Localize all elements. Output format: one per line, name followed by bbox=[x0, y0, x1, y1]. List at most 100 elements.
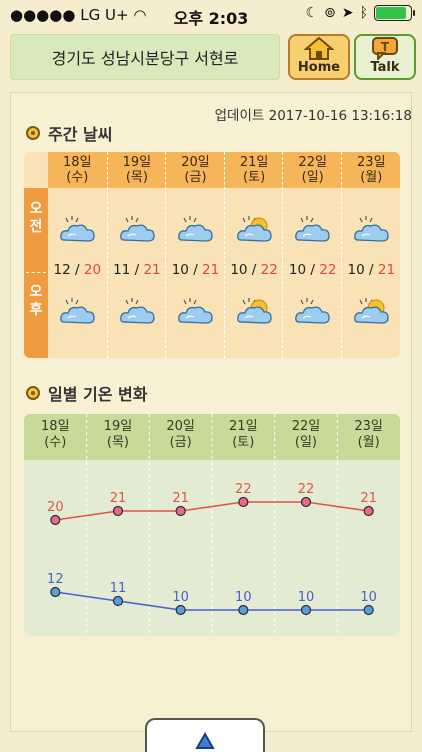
weekly-day-column: 22일 (일) 10 / 22 bbox=[282, 152, 341, 358]
data-label: 10 bbox=[235, 590, 252, 605]
home-button[interactable]: Home bbox=[288, 34, 350, 80]
data-point bbox=[50, 514, 61, 526]
temp-range: 11 / 21 bbox=[113, 262, 161, 278]
am-weather bbox=[176, 214, 216, 248]
temperature-chart-plot: 20 21 21 22 22 21 12 11 10 10 10 10 bbox=[47, 414, 377, 636]
chart-day-label: 23일 (월) bbox=[337, 419, 400, 451]
talk-bubble-icon: T bbox=[372, 37, 398, 60]
chart-day-label: 22일 (일) bbox=[275, 419, 338, 451]
cloudy-icon bbox=[60, 216, 95, 242]
weekly-day-label: 21일 (토) bbox=[225, 155, 284, 185]
data-point bbox=[300, 496, 312, 508]
chart-day-label: 18일 (수) bbox=[24, 419, 87, 451]
pm-weather bbox=[58, 296, 98, 330]
weekly-day-label: 22일 (일) bbox=[283, 155, 342, 185]
location-icon: ➤ bbox=[341, 5, 354, 21]
temp-range: 10 / 21 bbox=[171, 262, 220, 278]
pm-weather bbox=[352, 296, 392, 330]
chart-day-weekday: (금) bbox=[169, 435, 192, 450]
series-line bbox=[55, 591, 369, 611]
cloudy-icon bbox=[178, 216, 213, 242]
chart-day-date: 18일 bbox=[41, 419, 70, 434]
day-date: 22일 bbox=[298, 155, 327, 170]
weekly-day-column: 23일 (월) 10 / 21 bbox=[341, 152, 400, 358]
svg-text:T: T bbox=[381, 40, 390, 54]
am-weather bbox=[58, 214, 98, 248]
carrier-name: LG U+ bbox=[80, 6, 129, 24]
weekly-day-column: 18일 (수) 12 / 20 bbox=[48, 152, 107, 358]
data-label: 10 bbox=[298, 590, 315, 605]
data-point bbox=[300, 604, 312, 616]
chart-day-weekday: (월) bbox=[357, 435, 380, 450]
cloudy-icon bbox=[295, 216, 331, 242]
weekly-day-label: 23일 (월) bbox=[342, 155, 400, 185]
bullet-icon bbox=[26, 386, 40, 400]
weekly-day-column: 20일 (금) 10 / 21 bbox=[165, 152, 224, 358]
data-label: 21 bbox=[110, 491, 127, 506]
data-label: 10 bbox=[172, 590, 189, 605]
chart-day-weekday: (토) bbox=[232, 435, 255, 450]
weekly-day-column: 21일 (토) 10 / 22 bbox=[223, 152, 284, 358]
talk-button[interactable]: T Talk bbox=[354, 34, 416, 80]
pm-weather bbox=[118, 296, 158, 330]
data-label: 10 bbox=[360, 590, 377, 605]
day-weekday: (월) bbox=[360, 170, 383, 185]
weekly-day-label: 18일 (수) bbox=[48, 155, 107, 185]
data-point bbox=[50, 586, 61, 598]
chart-day-weekday: (일) bbox=[294, 435, 317, 450]
day-date: 18일 bbox=[63, 155, 92, 170]
weekly-day-label: 19일 (목) bbox=[108, 155, 167, 185]
partly-cloudy-icon bbox=[236, 216, 272, 242]
temp-range: 10 / 22 bbox=[288, 262, 337, 278]
temp-range: 12 / 20 bbox=[53, 262, 102, 278]
data-label: 11 bbox=[110, 581, 127, 596]
data-label: 20 bbox=[47, 500, 64, 515]
am-weather bbox=[235, 214, 275, 248]
data-point bbox=[363, 604, 374, 616]
series-line bbox=[55, 501, 369, 521]
temp-low: 10 bbox=[171, 262, 189, 278]
status-time: 오후 2:03 bbox=[173, 9, 249, 28]
data-point bbox=[175, 505, 186, 517]
daily-change-title-text: 일별 기온 변화 bbox=[48, 385, 148, 404]
bullet-icon bbox=[26, 126, 40, 140]
bluetooth-icon: ᛒ bbox=[359, 5, 368, 21]
temp-high: 22 bbox=[260, 262, 278, 278]
cloudy-icon bbox=[354, 216, 389, 242]
expand-tab[interactable] bbox=[145, 718, 265, 752]
temp-low: 12 bbox=[53, 262, 71, 278]
day-weekday: (토) bbox=[243, 170, 266, 185]
day-date: 21일 bbox=[239, 155, 269, 170]
day-weekday: (금) bbox=[184, 170, 207, 185]
temp-high: 21 bbox=[377, 262, 396, 278]
triangle-up-icon bbox=[195, 731, 215, 749]
wifi-icon: ◠ bbox=[133, 6, 147, 24]
cloudy-icon bbox=[119, 216, 155, 242]
temp-high: 20 bbox=[83, 262, 102, 278]
signal-icon: ●●●●● bbox=[10, 6, 76, 24]
partly-cloudy-icon bbox=[236, 298, 272, 324]
temp-low: 10 bbox=[288, 262, 307, 278]
temp-range: 10 / 22 bbox=[230, 262, 278, 278]
data-label: 21 bbox=[172, 491, 189, 506]
moon-icon: ☾ bbox=[305, 5, 319, 21]
daily-change-title: 일별 기온 변화 bbox=[26, 381, 147, 405]
am-weather bbox=[352, 214, 392, 248]
home-label: Home bbox=[297, 60, 341, 75]
temp-low: 10 bbox=[347, 262, 365, 278]
carrier-label: ●●●●● LG U+ ◠ bbox=[10, 6, 146, 24]
chart-day-date: 23일 bbox=[354, 419, 383, 434]
chart-day-date: 21일 bbox=[229, 419, 258, 434]
cloudy-icon bbox=[178, 298, 213, 324]
data-point bbox=[363, 505, 374, 517]
weekly-title: 주간 날씨 bbox=[26, 121, 112, 145]
data-label: 12 bbox=[47, 572, 64, 587]
weekly-day-column: 19일 (목) 11 / 21 bbox=[106, 152, 167, 358]
location-box[interactable]: 경기도 성남시분당구 서현로 bbox=[10, 34, 280, 80]
location-text: 경기도 성남시분당구 서현로 bbox=[51, 49, 239, 68]
chart-day-date: 19일 bbox=[103, 419, 133, 434]
